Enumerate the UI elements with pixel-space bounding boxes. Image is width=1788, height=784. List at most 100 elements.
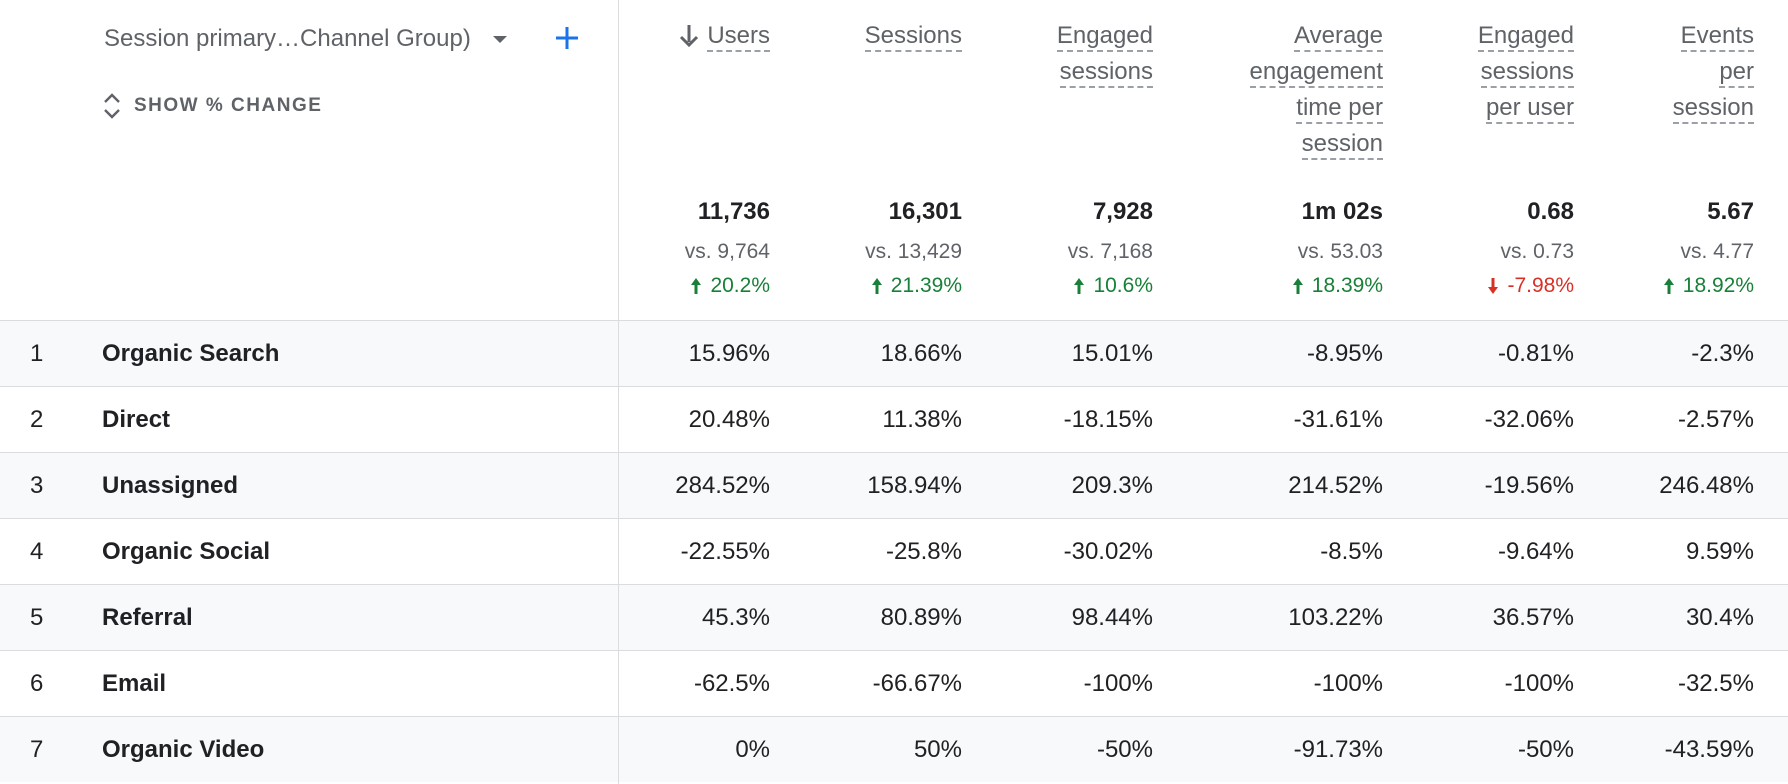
metric-cell: 45.3% [701,604,770,631]
comparison-value: vs. 13,429 [865,240,962,263]
metric-cell: 15.96% [688,340,770,367]
arrow-up-icon [1074,278,1085,294]
column-title-line: Engaged [1477,22,1574,52]
arrow-up-icon [1663,278,1674,294]
change-value: 10.6% [1093,274,1153,297]
show-change-label: SHOW % CHANGE [134,95,323,116]
row-index: 3 [30,472,44,499]
table-header: Session primary…Channel Group) SHOW % CH… [0,0,1788,321]
metric-cell: -100% [1313,670,1383,697]
column-title-line: Average [1294,22,1383,52]
column-header[interactable]: Events per session [1672,18,1754,126]
metric-cell: -2.57% [1677,406,1754,433]
comparison-value: vs. 53.03 [1297,240,1383,263]
channel-name[interactable]: Referral [102,604,193,631]
column-title-line: time per [1296,94,1383,124]
arrow-up-icon [1292,278,1303,294]
metric-cell: 246.48% [1659,472,1754,499]
channel-name[interactable]: Email [102,670,167,697]
column-title-line: Engaged [1056,22,1153,52]
change-value: 20.2% [710,274,770,297]
column-title-line: Sessions [864,22,962,52]
dimension-label: Session primary…Channel Group) [104,25,471,52]
column-title[interactable]: Sessions [864,18,962,54]
metric-cell: -62.5% [693,670,770,697]
comparison-value: vs. 7,168 [1067,240,1153,263]
column-header[interactable]: Engaged sessions [1056,18,1153,90]
dropdown-caret-icon [492,35,507,43]
total-value: 5.67 [1707,198,1754,225]
change-value: 21.39% [890,274,962,297]
comparison-value: vs. 9,764 [684,240,770,263]
column-title[interactable]: Events per session [1672,18,1754,126]
column-title-line: Users [707,22,770,52]
metric-cell: -100% [1083,670,1153,697]
column-title[interactable]: Users [707,18,770,54]
table-row[interactable]: 6 Email -62.5% -66.67% -100% -100% -100% -32.5% [0,651,1788,717]
table-row[interactable]: 3 Unassigned 284.52% 158.94% 209.3% 214.52% -1… [0,453,1788,519]
metric-cell: 158.94% [867,472,962,499]
table-row[interactable]: 7 Organic Video 0% 50% -50% -91.73% -50% -43.59… [0,717,1788,782]
metric-cell: -8.95% [1306,340,1383,367]
change-value: 18.39% [1311,274,1383,297]
table-row[interactable]: 4 Organic Social -22.55% -25.8% -30.02% -8.5%… [0,519,1788,585]
metric-cell: 11.38% [882,406,962,433]
change-percent: 21.39% [871,274,962,298]
total-value: 11,736 [697,198,770,225]
table-row[interactable]: 5 Referral 45.3% 80.89% 98.44% 103.22% 36.57% 3… [0,585,1788,651]
change-value: 18.92% [1682,274,1754,297]
row-index: 1 [30,340,44,367]
channel-name[interactable]: Organic Video [102,736,265,763]
row-index: 2 [30,406,44,433]
metric-cell: -50% [1517,736,1574,763]
channel-name[interactable]: Unassigned [102,472,239,499]
expand-collapse-icon [104,93,120,119]
metric-cell: 209.3% [1071,472,1153,499]
metric-cell: -25.8% [885,538,962,565]
metric-cell: 30.4% [1685,604,1754,631]
change-percent: 18.39% [1292,274,1383,298]
metric-cell: 103.22% [1288,604,1383,631]
column-title[interactable]: Engaged sessions per user [1477,18,1574,126]
channel-name[interactable]: Organic Social [102,538,271,565]
plus-icon [556,27,578,49]
show-change-toggle[interactable]: SHOW % CHANGE [102,90,322,122]
table-row[interactable]: 2 Direct 20.48% 11.38% -18.15% -31.61% -32.06%… [0,387,1788,453]
row-index: 7 [30,736,44,763]
column-title-line: sessions [1059,58,1153,88]
metric-cell: -19.56% [1484,472,1574,499]
metric-cell: 15.01% [1071,340,1153,367]
metric-cell: -9.64% [1497,538,1574,565]
channel-name[interactable]: Direct [102,406,171,433]
column-title[interactable]: Average engagement time per session [1249,18,1383,162]
metric-cell: 214.52% [1288,472,1383,499]
table-row[interactable]: 1 Organic Search 15.96% 18.66% 15.01% -8.95% -… [0,321,1788,387]
column-header[interactable]: Average engagement time per session [1249,18,1383,162]
metric-cell: -31.61% [1293,406,1383,433]
metric-cell: -100% [1504,670,1574,697]
column-header[interactable]: Users [679,18,770,54]
arrow-up-icon [691,278,702,294]
column-title-line: sessions [1480,58,1574,88]
metric-cell: -0.81% [1497,340,1574,367]
metric-cell: -91.73% [1293,736,1383,763]
column-title-line: session [1672,94,1754,124]
metric-cell: -2.3% [1691,340,1754,367]
column-title-line: Events [1680,22,1754,52]
column-title[interactable]: Engaged sessions [1056,18,1153,90]
column-header[interactable]: Engaged sessions per user [1477,18,1574,126]
metric-cell: -22.55% [680,538,770,565]
sort-descending-icon[interactable] [679,24,699,48]
metric-cell: 80.89% [880,604,962,631]
channel-name[interactable]: Organic Search [102,340,280,367]
dimension-picker[interactable]: Session primary…Channel Group) [104,18,507,60]
column-title-line: session [1301,130,1383,160]
metric-cell: 0% [735,736,770,763]
total-value: 1m 02s [1301,198,1383,225]
metric-cell: 18.66% [880,340,962,367]
metric-cell: -66.67% [872,670,962,697]
arrow-up-icon [871,278,882,294]
add-dimension-button[interactable] [552,18,582,58]
total-value: 16,301 [888,198,962,225]
column-header[interactable]: Sessions [864,18,962,54]
